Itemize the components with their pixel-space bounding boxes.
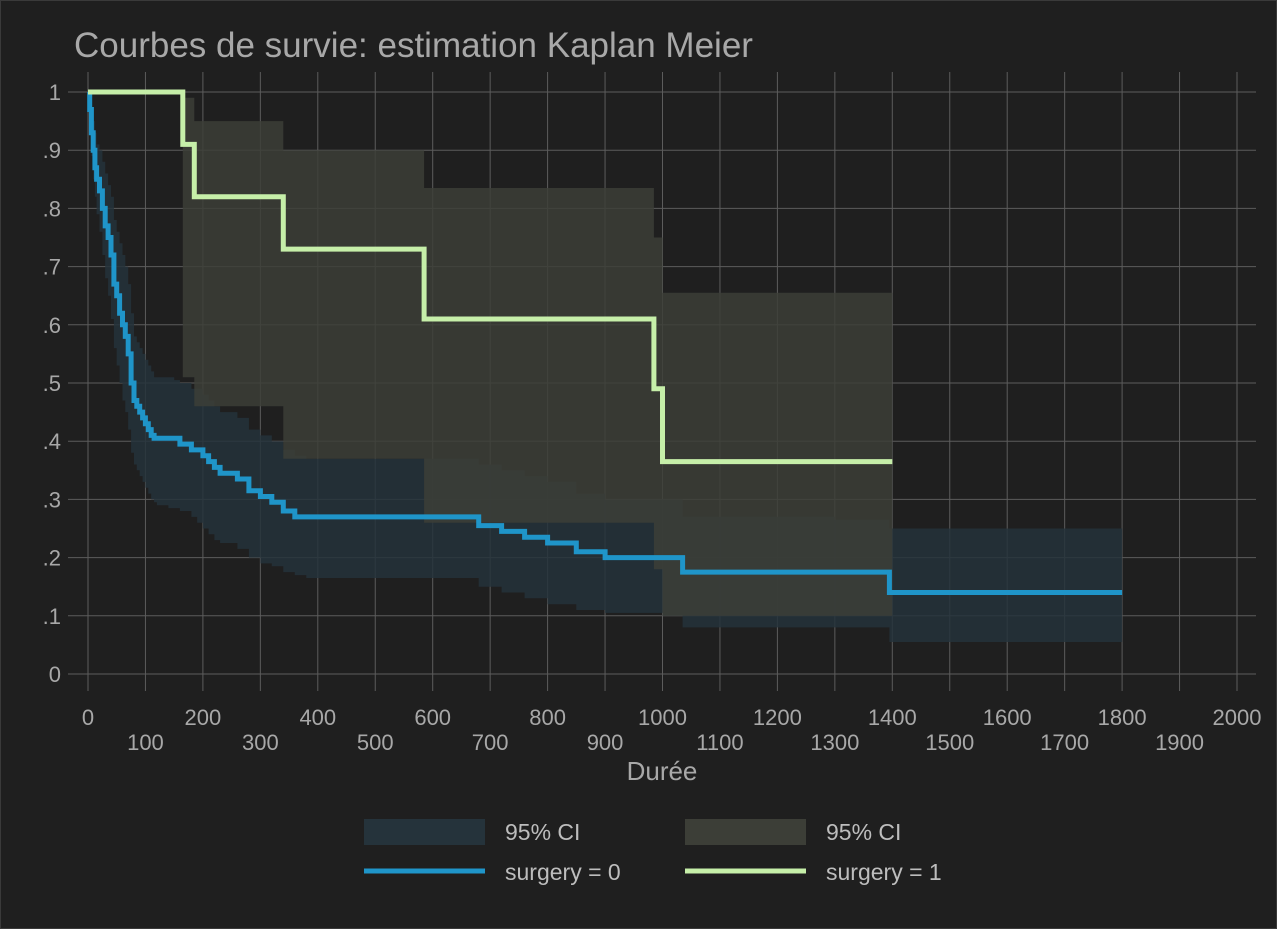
x-tick-label: 900: [587, 730, 624, 755]
x-tick-label: 1500: [925, 730, 974, 755]
y-tick-label: .8: [43, 196, 61, 221]
x-tick-label: 600: [414, 705, 451, 730]
x-tick-label: 2000: [1213, 705, 1262, 730]
x-tick-label: 400: [299, 705, 336, 730]
chart-title: Courbes de survie: estimation Kaplan Mei…: [74, 26, 753, 65]
y-tick-label: .1: [43, 604, 61, 629]
survival-line-series-0: [87, 89, 1123, 595]
x-tick-label: 1000: [638, 705, 687, 730]
legend-ci-label-0: 95% CI: [505, 819, 580, 845]
x-tick-label: 500: [357, 730, 394, 755]
confidence-bands: [88, 92, 1123, 642]
x-tick-label: 200: [185, 705, 222, 730]
y-tick-label: .3: [43, 487, 61, 512]
legend: 95% CI surgery = 0 95% CI surgery = 1: [364, 819, 942, 885]
x-tick-label: 1900: [1155, 730, 1204, 755]
y-tick-label: .6: [43, 313, 61, 338]
x-tick-label: 1600: [983, 705, 1032, 730]
x-tick-label: 1800: [1098, 705, 1147, 730]
x-tick-label: 700: [472, 730, 509, 755]
y-tick-label: .4: [43, 429, 61, 454]
y-tick-label: .5: [43, 371, 61, 396]
legend-ci-swatch-0: [364, 819, 485, 845]
legend-ci-swatch-1: [685, 819, 806, 845]
x-tick-label: 1700: [1040, 730, 1089, 755]
x-tick-label: 300: [242, 730, 279, 755]
y-tick-label: .9: [43, 138, 61, 163]
x-tick-label: 1200: [753, 705, 802, 730]
x-axis-label: Durée: [627, 756, 698, 786]
legend-ci-label-1: 95% CI: [826, 819, 901, 845]
x-tick-label: 1100: [696, 730, 743, 755]
legend-series-label-1: surgery = 1: [826, 859, 942, 885]
survival-curves: [87, 89, 1123, 595]
ci-band-series-1: [88, 92, 893, 616]
x-tick-label: 100: [127, 730, 164, 755]
y-tick-label: .7: [43, 255, 61, 280]
x-tick-label: 1400: [868, 705, 917, 730]
x-tick-label: 1300: [810, 730, 859, 755]
survival-line-series-1: [88, 89, 893, 465]
y-axis-ticks: 0 .1 .2 .3 .4 .5 .6 .7 .8 .9 1: [43, 80, 61, 687]
x-tick-label: 0: [82, 705, 94, 730]
y-tick-label: .2: [43, 546, 61, 571]
y-tick-label: 1: [49, 80, 61, 105]
ci-band-series-0: [88, 92, 1123, 642]
legend-series-label-0: surgery = 0: [505, 859, 621, 885]
y-tick-label: 0: [49, 662, 61, 687]
x-axis-ticks: 0 100 200 300 400 500 600 700 800 900 1000 1100 1200…: [82, 705, 1262, 755]
x-tick-label: 800: [529, 705, 566, 730]
